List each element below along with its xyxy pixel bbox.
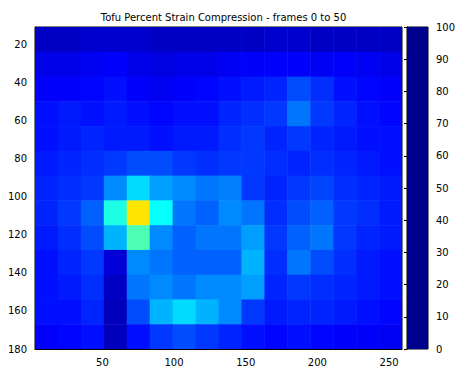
svg-text:100: 100 — [165, 357, 184, 368]
svg-text:60: 60 — [436, 150, 449, 161]
svg-text:90: 90 — [436, 54, 449, 65]
svg-text:40: 40 — [14, 77, 27, 88]
svg-text:180: 180 — [8, 344, 27, 355]
svg-text:20: 20 — [14, 39, 27, 50]
svg-text:120: 120 — [8, 229, 27, 240]
svg-text:60: 60 — [14, 115, 27, 126]
svg-text:80: 80 — [14, 153, 27, 164]
svg-text:30: 30 — [436, 247, 449, 258]
svg-text:100: 100 — [8, 191, 27, 202]
svg-text:250: 250 — [380, 357, 399, 368]
svg-text:Tofu Percent Strain Compressio: Tofu Percent Strain Compression - frames… — [100, 12, 347, 23]
svg-text:150: 150 — [236, 357, 255, 368]
svg-text:160: 160 — [8, 305, 27, 316]
svg-text:10: 10 — [436, 311, 449, 322]
svg-text:200: 200 — [308, 357, 327, 368]
svg-text:140: 140 — [8, 267, 27, 278]
svg-text:40: 40 — [436, 215, 449, 226]
svg-text:70: 70 — [436, 118, 449, 129]
svg-text:100: 100 — [436, 22, 455, 33]
svg-text:20: 20 — [436, 279, 449, 290]
svg-text:0: 0 — [436, 344, 442, 355]
svg-text:50: 50 — [96, 357, 109, 368]
svg-text:50: 50 — [436, 183, 449, 194]
svg-text:80: 80 — [436, 86, 449, 97]
